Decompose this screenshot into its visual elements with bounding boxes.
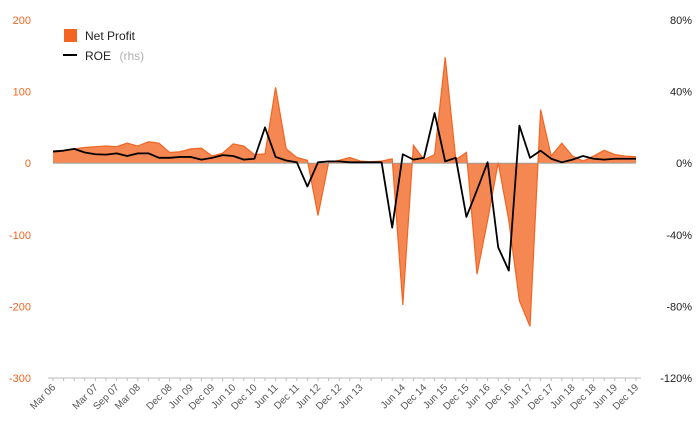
right-y-tick-label: 40% [670, 87, 692, 99]
legend-label-roe-name: ROE [85, 49, 111, 63]
right-y-tick-label: -40% [666, 230, 692, 242]
legend-swatch-net-profit [64, 29, 77, 42]
x-tick-label: Jun 13 [337, 382, 366, 411]
legend-label-roe: ROE (rhs) [85, 47, 144, 64]
left-y-tick-label: -100 [9, 230, 31, 242]
right-y-tick-label: 80% [670, 15, 692, 27]
left-y-tick-label: 100 [13, 87, 31, 99]
series-line-roe [53, 113, 636, 271]
plot-area [53, 57, 636, 326]
right-y-tick-label: 0% [676, 158, 692, 170]
series-area-net-profit [53, 57, 636, 326]
right-y-tick-label: -120% [660, 373, 692, 385]
left-y-tick-label: -300 [9, 373, 31, 385]
series-edge-net-profit [53, 57, 636, 326]
x-tick-label: Mar 06 [28, 382, 58, 412]
legend-label-roe-suffix: (rhs) [119, 49, 144, 63]
left-y-tick-label: -200 [9, 301, 31, 313]
right-y-axis: 80% 40% 0% -40% -80% -120% [660, 15, 692, 385]
left-y-axis: 200 100 0 -100 -200 -300 [9, 15, 31, 385]
left-y-tick-label: 200 [13, 15, 31, 27]
legend: Net Profit ROE (rhs) [63, 29, 144, 64]
right-y-tick-label: -80% [666, 301, 692, 313]
left-y-tick-label: 0 [25, 158, 31, 170]
legend-label-net-profit: Net Profit [85, 29, 136, 43]
chart-container: Net Profit ROE (rhs) 200 100 0 -100 -200 -300… [0, 0, 700, 433]
chart-svg: Net Profit ROE (rhs) 200 100 0 -100 -200 -300… [0, 0, 700, 433]
